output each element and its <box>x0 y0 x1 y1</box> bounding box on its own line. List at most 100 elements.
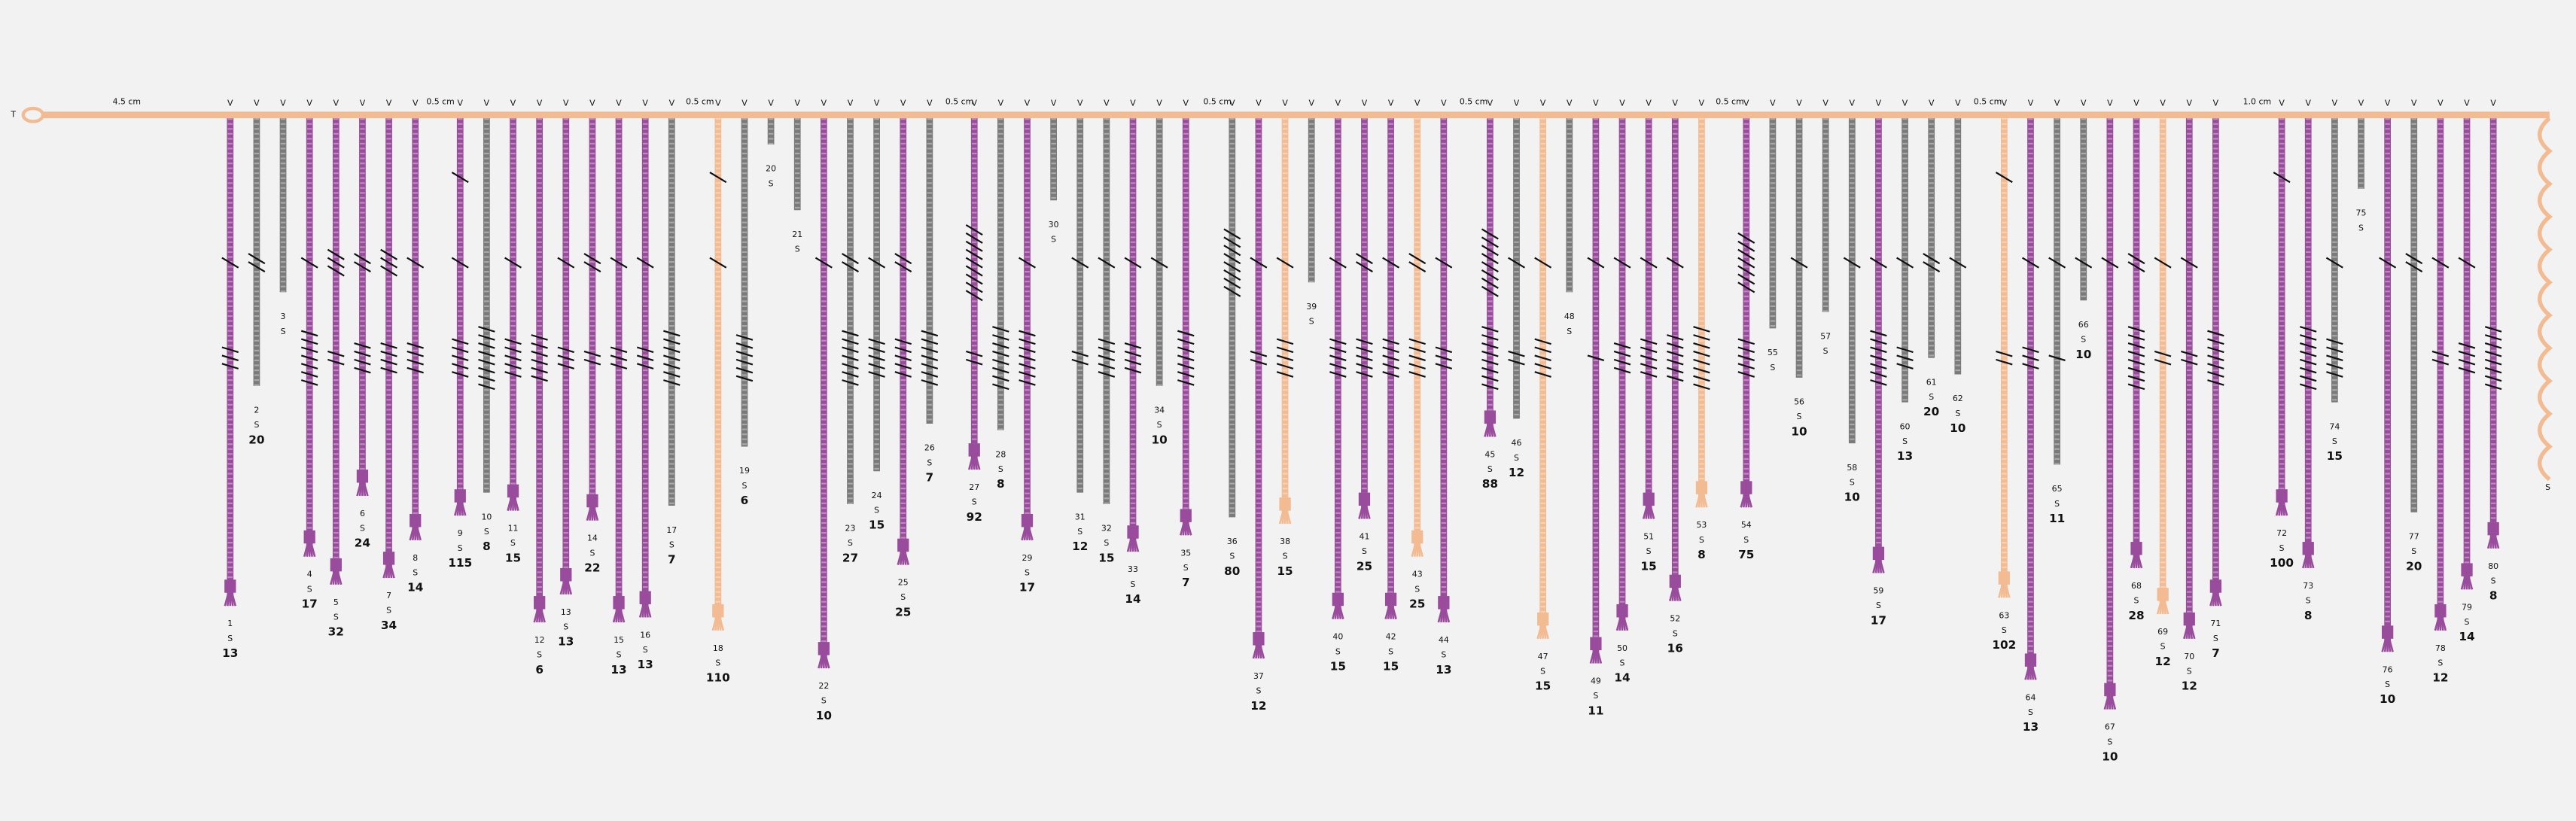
knot <box>583 358 601 366</box>
cord-number: 66 <box>2078 320 2089 330</box>
ply: S <box>1743 535 1749 545</box>
cord-number: 31 <box>1075 512 1086 521</box>
ply: S <box>1929 392 1934 402</box>
knot <box>1508 350 1525 357</box>
knot <box>610 354 628 361</box>
knots <box>1481 228 1499 391</box>
knot <box>1508 257 1525 269</box>
end-knot <box>2183 612 2195 626</box>
attachment: V <box>2028 98 2034 108</box>
pendant-cord <box>531 118 548 623</box>
pendant-cord <box>380 118 398 579</box>
ply: S <box>413 568 418 578</box>
attachment: V <box>413 98 419 108</box>
spacing-label: 0.5 cm <box>945 96 973 106</box>
knot <box>2326 338 2343 345</box>
knots <box>1355 253 1373 378</box>
knot <box>2300 342 2317 349</box>
cord-value: 12 <box>1250 699 1266 713</box>
end-knot <box>1332 592 1344 607</box>
end-knot <box>224 579 236 593</box>
knot <box>1019 379 1036 386</box>
knot <box>380 257 398 269</box>
attachment: V <box>333 98 340 108</box>
pendant-cord <box>2048 118 2066 465</box>
knot <box>2022 257 2039 269</box>
knots <box>1534 257 1552 378</box>
cord-number: 57 <box>1820 331 1831 341</box>
knot <box>406 350 424 357</box>
knots <box>1666 257 1684 382</box>
end-knot <box>2487 521 2499 536</box>
end-knot <box>1127 525 1139 539</box>
attachment: V <box>1567 98 1573 108</box>
knot <box>300 338 318 345</box>
cord-number: 38 <box>1280 537 1290 546</box>
cord-value: 15 <box>505 551 521 564</box>
knot <box>1223 228 1241 240</box>
ply: S <box>1593 691 1598 701</box>
knot <box>2022 346 2039 354</box>
knot <box>1329 354 1347 361</box>
ply: S <box>2107 737 2112 747</box>
attachment: V <box>1256 98 1262 108</box>
cord-number: 59 <box>1873 586 1883 596</box>
end-knot <box>454 489 466 503</box>
knot <box>2300 375 2317 382</box>
end-knot <box>1384 592 1397 607</box>
knots <box>1329 257 1347 378</box>
knot <box>1223 253 1241 265</box>
knots <box>583 253 601 366</box>
end-knot <box>1021 513 1034 528</box>
knot <box>1534 257 1552 269</box>
knot <box>1693 375 1710 382</box>
knot <box>842 363 859 369</box>
knot <box>992 334 1009 341</box>
pendant-cord <box>2180 118 2198 640</box>
cord-number: 71 <box>2210 619 2221 628</box>
knot <box>478 342 495 349</box>
knot <box>2326 371 2343 378</box>
knot <box>2300 383 2317 391</box>
pendant-cord <box>1223 118 1241 518</box>
ply: S <box>617 650 622 660</box>
knot <box>531 334 548 341</box>
knot <box>1640 371 1658 378</box>
end-knot <box>1438 596 1450 610</box>
knot <box>1923 261 1941 273</box>
end-knot <box>2276 489 2288 503</box>
knot <box>735 350 754 357</box>
knot <box>966 358 983 366</box>
knots <box>557 257 575 369</box>
knot <box>1613 366 1631 374</box>
knots <box>965 223 983 366</box>
cord-value: 7 <box>668 553 676 567</box>
ply: S <box>2332 436 2337 446</box>
knot <box>1481 236 1499 248</box>
attachment: V <box>1229 98 1235 108</box>
end-knot <box>356 470 369 483</box>
attachment: V <box>642 98 648 108</box>
attachment: V <box>458 98 464 108</box>
knot <box>2181 350 2198 357</box>
ply: S <box>589 548 595 558</box>
cord-value: 15 <box>1641 559 1657 573</box>
knot <box>504 354 522 361</box>
spacing-label: 0.5 cm <box>1974 96 2002 106</box>
knots <box>1124 257 1142 374</box>
cord-number: 62 <box>1953 394 1963 403</box>
ply: S <box>669 540 674 549</box>
knot <box>300 363 318 369</box>
knot <box>221 257 239 269</box>
ply: S <box>2437 658 2443 668</box>
cord-number: 36 <box>1227 537 1238 546</box>
cord-value: 7 <box>1182 576 1190 589</box>
knots <box>2075 257 2093 269</box>
knot <box>380 358 397 366</box>
knot <box>1435 363 1453 369</box>
knots <box>1382 257 1400 378</box>
knot <box>1870 371 1887 378</box>
knot <box>1667 358 1684 366</box>
cord-value: 7 <box>2212 646 2220 660</box>
cord-number: 53 <box>1696 520 1707 530</box>
